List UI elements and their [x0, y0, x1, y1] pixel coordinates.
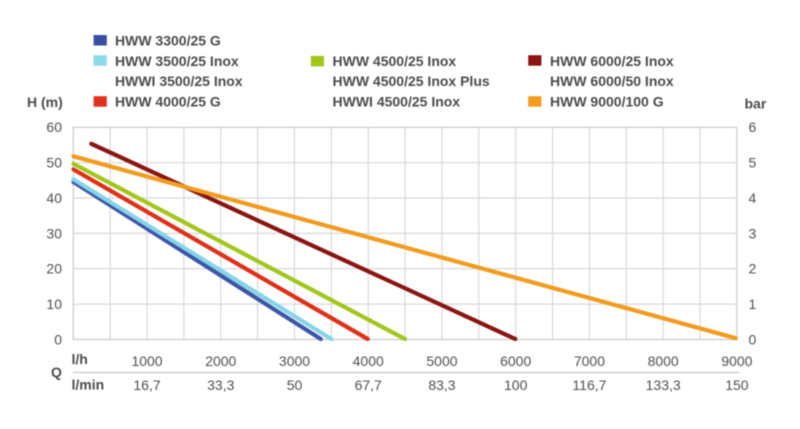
- svg-text:7000: 7000: [574, 353, 605, 369]
- svg-text:0: 0: [749, 331, 757, 347]
- svg-text:116,7: 116,7: [572, 377, 606, 393]
- svg-text:150: 150: [725, 377, 749, 393]
- svg-text:HWW 9000/100 G: HWW 9000/100 G: [550, 93, 664, 109]
- svg-text:9000: 9000: [721, 353, 752, 369]
- svg-text:50: 50: [287, 377, 303, 393]
- svg-text:50: 50: [46, 155, 62, 171]
- svg-text:HWW 4000/25 G: HWW 4000/25 G: [115, 93, 221, 109]
- svg-text:HWWI 4500/25 Inox: HWWI 4500/25 Inox: [333, 93, 461, 109]
- svg-text:l/min: l/min: [72, 377, 105, 393]
- svg-text:HWW 6000/50 Inox: HWW 6000/50 Inox: [550, 73, 674, 89]
- svg-text:10: 10: [46, 296, 62, 312]
- svg-text:60: 60: [46, 119, 62, 135]
- svg-text:H (m): H (m): [27, 94, 63, 110]
- svg-text:1000: 1000: [131, 353, 162, 369]
- svg-text:0: 0: [54, 331, 62, 347]
- svg-text:3: 3: [749, 225, 757, 241]
- svg-text:6000: 6000: [500, 353, 531, 369]
- svg-text:20: 20: [46, 261, 62, 277]
- svg-text:HWW 4500/25 Inox: HWW 4500/25 Inox: [333, 53, 457, 69]
- svg-text:4: 4: [749, 190, 757, 206]
- svg-text:2000: 2000: [205, 353, 236, 369]
- svg-text:133,3: 133,3: [646, 377, 681, 393]
- svg-text:8000: 8000: [648, 353, 679, 369]
- svg-text:1: 1: [749, 296, 757, 312]
- svg-text:5000: 5000: [426, 353, 457, 369]
- svg-text:HWW 3500/25 Inox: HWW 3500/25 Inox: [115, 53, 239, 69]
- svg-text:16,7: 16,7: [133, 377, 160, 393]
- svg-text:bar: bar: [745, 96, 767, 112]
- svg-text:40: 40: [46, 190, 62, 206]
- svg-text:HWWI 3500/25 Inox: HWWI 3500/25 Inox: [115, 73, 243, 89]
- svg-text:100: 100: [504, 377, 528, 393]
- svg-text:30: 30: [46, 225, 62, 241]
- svg-text:83,3: 83,3: [428, 377, 455, 393]
- svg-text:2: 2: [749, 261, 757, 277]
- svg-text:HWW 4500/25 Inox Plus: HWW 4500/25 Inox Plus: [333, 73, 490, 89]
- svg-text:l/h: l/h: [72, 351, 88, 367]
- svg-text:4000: 4000: [353, 353, 384, 369]
- svg-text:Q: Q: [51, 364, 62, 380]
- svg-text:HWW 6000/25 Inox: HWW 6000/25 Inox: [550, 53, 674, 69]
- svg-text:33,3: 33,3: [207, 377, 234, 393]
- svg-text:5: 5: [749, 155, 757, 171]
- svg-text:67,7: 67,7: [355, 377, 382, 393]
- svg-text:3000: 3000: [279, 353, 310, 369]
- svg-text:HWW 3300/25 G: HWW 3300/25 G: [115, 33, 221, 49]
- svg-text:6: 6: [749, 119, 757, 135]
